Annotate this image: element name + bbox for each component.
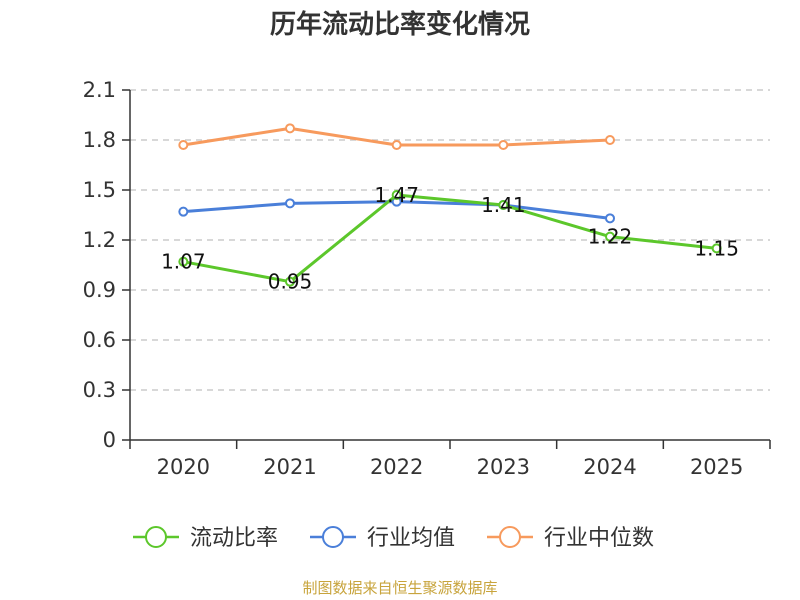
data-label: 1.47 xyxy=(374,183,419,207)
data-point[interactable] xyxy=(391,190,402,200)
legend-item[interactable]: 行业中位数 xyxy=(487,526,654,551)
legend-label: 行业中位数 xyxy=(544,526,654,551)
y-tick-label: 0.6 xyxy=(83,328,116,352)
x-tick-label: 2025 xyxy=(690,455,743,479)
y-tick-label: 1.8 xyxy=(83,128,116,152)
x-tick-label: 2023 xyxy=(477,455,530,479)
chart-title: 历年流动比率变化情况 xyxy=(270,9,530,40)
data-point[interactable] xyxy=(605,231,615,242)
data-point[interactable] xyxy=(178,140,189,150)
data-point[interactable] xyxy=(178,256,189,267)
series-line-0 xyxy=(181,193,719,284)
data-label: 1.15 xyxy=(694,236,739,260)
legend-marker xyxy=(499,526,521,548)
data-point[interactable] xyxy=(285,198,295,209)
data-point[interactable] xyxy=(285,123,295,134)
data-point[interactable] xyxy=(605,213,615,224)
legend-label: 行业均值 xyxy=(367,526,455,551)
grid-lines xyxy=(130,89,770,391)
data-label: 1.22 xyxy=(588,225,633,249)
legend-item[interactable]: 行业均值 xyxy=(310,526,455,551)
legend-item[interactable]: 流动比率 xyxy=(133,526,278,551)
data-point[interactable] xyxy=(711,243,722,254)
y-tick-label: 0.3 xyxy=(83,378,116,402)
data-point[interactable] xyxy=(285,276,295,287)
x-tick-label: 2020 xyxy=(157,455,210,479)
x-tick-label: 2024 xyxy=(583,455,636,479)
y-tick-label: 0 xyxy=(103,428,116,452)
x-tick-label: 2021 xyxy=(263,455,316,479)
data-point[interactable] xyxy=(178,206,189,217)
axes: 0 0.3 0.6 0.9 1.2 1.5 1.8 2.1 2020 2021 2022 2023 20… xyxy=(83,78,771,479)
y-tick-label: 1.2 xyxy=(83,228,116,252)
legend-marker xyxy=(145,526,167,548)
legend-marker xyxy=(322,526,344,548)
legend-label: 流动比率 xyxy=(190,526,278,551)
data-label: 1.07 xyxy=(161,250,206,274)
y-tick-label: 2.1 xyxy=(83,78,116,102)
data-labels: 1.07 0.95 1.47 1.41 1.22 1.15 xyxy=(161,183,739,294)
data-label: 1.41 xyxy=(481,193,526,217)
y-tick-label: 0.9 xyxy=(83,278,116,302)
data-point[interactable] xyxy=(391,140,402,150)
legend[interactable]: 流动比率 行业均值 行业中位数 xyxy=(133,526,654,551)
y-tick-label: 1.5 xyxy=(83,178,116,202)
data-point[interactable] xyxy=(498,200,509,210)
data-point[interactable] xyxy=(498,140,509,150)
data-label: 0.95 xyxy=(268,270,313,294)
x-tick-label: 2022 xyxy=(370,455,423,479)
data-point[interactable] xyxy=(605,135,615,145)
source-note: 制图数据来自恒生聚源数据库 xyxy=(302,579,497,597)
series-lines xyxy=(178,123,722,287)
